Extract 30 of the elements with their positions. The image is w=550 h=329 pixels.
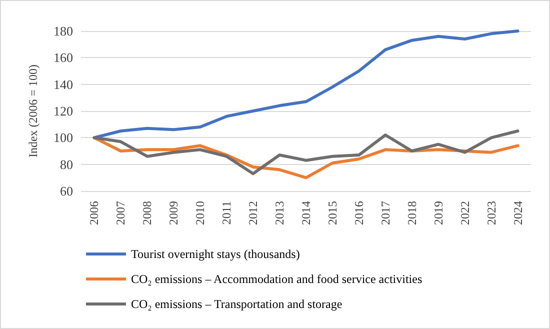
y-tick-label: 80 — [60, 156, 73, 172]
x-tick-label: 2017 — [378, 201, 392, 225]
y-tick-label: 140 — [54, 76, 73, 92]
legend-label: Tourist overnight stays (thousands) — [131, 247, 300, 261]
x-tick-label: 2012 — [246, 201, 260, 225]
legend-label: CO₂ emissions – Accommodation and food service activities — [131, 272, 422, 286]
x-tick-label: 2018 — [404, 201, 419, 225]
y-tick-label: 160 — [54, 50, 73, 66]
line-series — [92, 130, 520, 176]
y-tick-label: 120 — [54, 104, 73, 118]
x-tick-label: 2024 — [510, 201, 525, 225]
x-tick-label: 2014 — [299, 201, 313, 225]
x-tick-label: 2011 — [220, 201, 234, 225]
y-tick-label: 60 — [60, 184, 73, 198]
x-tick-label: 2019 — [431, 201, 446, 225]
legend-label: CO₂ emissions – Transportation and storage — [131, 297, 342, 311]
y-axis-title: Index (2006 = 100) — [26, 64, 40, 158]
y-tick-label: 180 — [54, 24, 73, 38]
x-tick-label: 2009 — [166, 201, 181, 225]
x-tick-label: 2015 — [325, 201, 340, 225]
x-tick-label: 2010 — [193, 201, 208, 225]
x-tick-label: 2013 — [272, 201, 287, 225]
x-tick-label: 2006 — [87, 201, 102, 225]
x-tick-label: 2007 — [114, 201, 128, 225]
y-tick-label: 100 — [54, 130, 73, 146]
x-tick-label: 2023 — [484, 201, 498, 225]
x-tick-label: 2022 — [458, 201, 472, 225]
x-tick-label: 2016 — [352, 201, 366, 225]
line-series — [92, 30, 520, 140]
x-tick-label: 2008 — [140, 201, 154, 225]
